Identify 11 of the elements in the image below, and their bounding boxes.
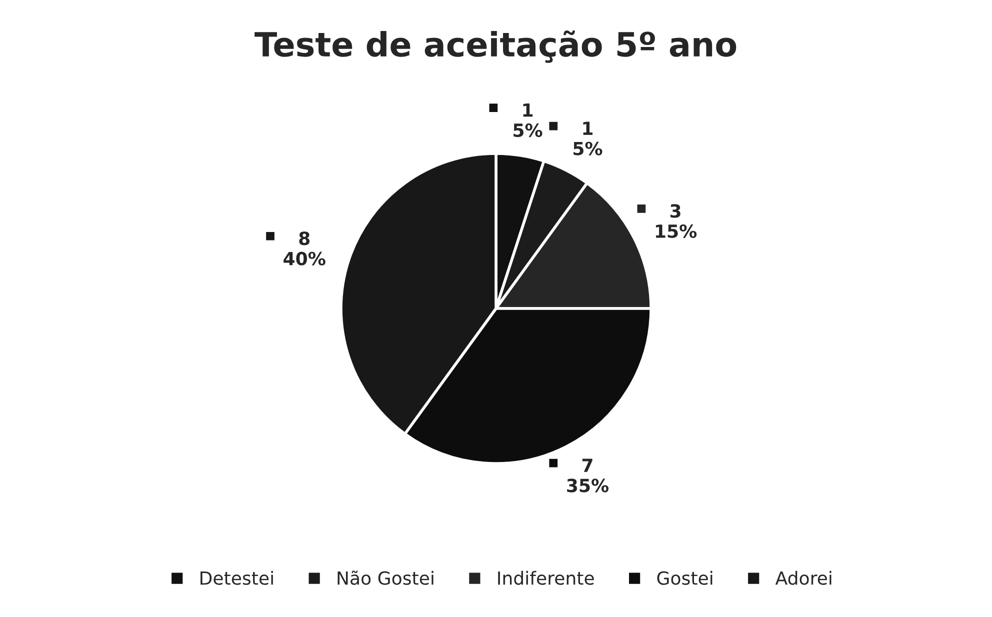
data-label: 1 5% [514,103,542,138]
legend-label: Detestei [200,570,273,585]
legend-label: Indiferente [498,570,594,585]
data-label: 7 35% [567,458,609,492]
legend-label: Gostei [657,570,712,585]
legend-label: Adorei [775,570,832,585]
chart-title: Teste de aceitação 5º ano [254,30,736,63]
data-label: 3 15% [656,204,697,238]
data-label: 1 5% [574,122,602,156]
data-label: 8 40% [284,232,326,266]
legend-label: Não Gostei [338,570,434,585]
